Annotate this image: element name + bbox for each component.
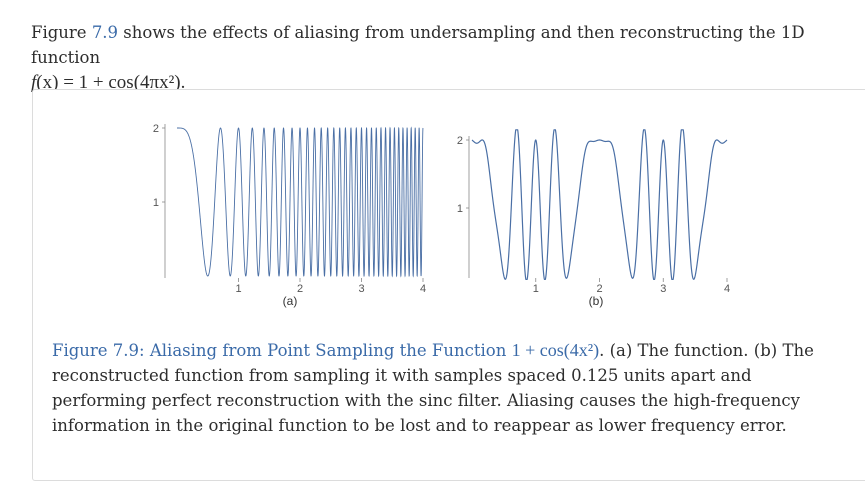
caption-head: Figure 7.9: Aliasing from Point Sampling… xyxy=(52,341,512,360)
x-tick-label: 2 xyxy=(596,283,602,295)
intro-formula: f(x) = 1 + cos(4πx²). xyxy=(31,72,185,93)
panel-b: 1 2 1 2 3 4 (b) xyxy=(457,129,730,308)
intro-prefix: Figure xyxy=(31,23,92,42)
y-tick-label: 2 xyxy=(153,123,159,135)
intro-text: shows the effects of aliasing from under… xyxy=(31,23,805,67)
figure-caption: Figure 7.9: Aliasing from Point Sampling… xyxy=(52,338,822,438)
panel-label: (b) xyxy=(589,294,604,308)
formula-f: f xyxy=(31,72,37,93)
y-tick-label: 1 xyxy=(153,197,159,209)
figure-ref-link[interactable]: 7.9 xyxy=(91,23,119,42)
y-tick-label: 1 xyxy=(457,203,463,215)
intro-paragraph: Figure 7.9 shows the effects of aliasing… xyxy=(31,20,861,95)
x-tick-label: 1 xyxy=(533,283,539,295)
x-tick-label: 3 xyxy=(660,283,666,295)
function-curve xyxy=(471,129,728,280)
formula-x: (x) xyxy=(36,72,59,93)
function-curve xyxy=(177,126,424,278)
y-tick-label: 2 xyxy=(457,135,463,147)
x-tick-label: 1 xyxy=(235,283,241,295)
formula-rest: = 1 + cos(4πx²). xyxy=(58,72,186,93)
x-tick-label: 3 xyxy=(358,283,364,295)
panel-a: 1 2 1 2 3 4 (a) xyxy=(153,123,426,308)
x-tick-label: 2 xyxy=(297,283,303,295)
panel-label: (a) xyxy=(283,294,298,308)
figure-plots: 1 2 1 2 3 4 (a) 1 2 1 2 3 4 (b) xyxy=(153,123,730,308)
x-tick-label: 4 xyxy=(420,283,426,295)
caption-formula: 1 + cos(4x²) xyxy=(511,340,600,360)
caption-body: . (a) The function. (b) The reconstructe… xyxy=(52,341,814,435)
x-tick-label: 4 xyxy=(724,283,730,295)
